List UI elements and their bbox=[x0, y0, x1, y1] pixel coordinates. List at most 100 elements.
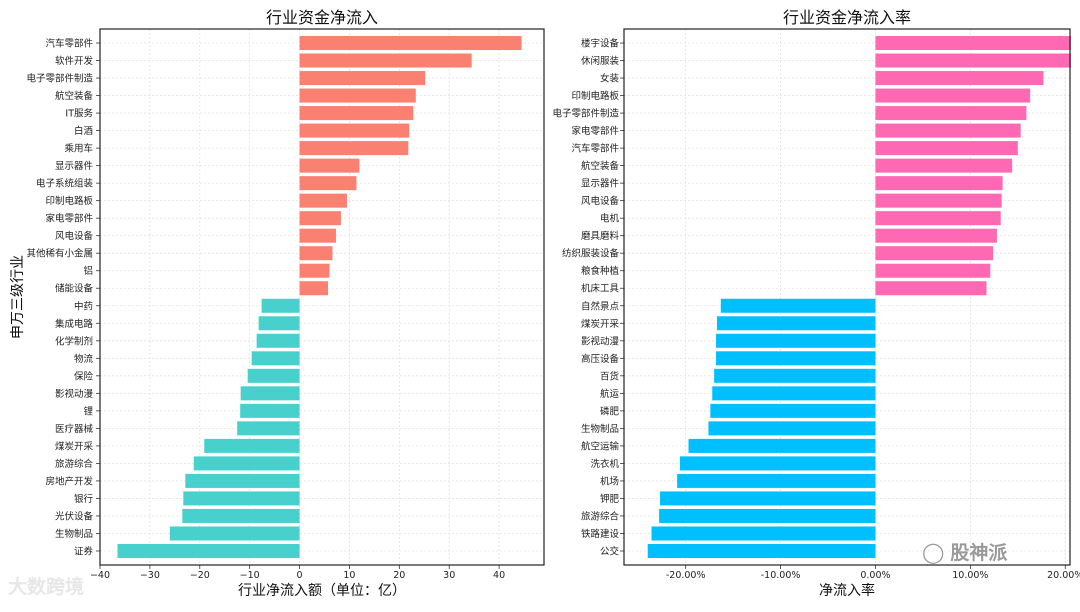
y-tick-label: 汽车零部件 bbox=[45, 38, 93, 50]
bar bbox=[875, 36, 1071, 51]
y-tick-label: 风电设备 bbox=[581, 195, 620, 207]
watermark-right: ◯ 股神派 bbox=[922, 538, 1007, 565]
bar bbox=[677, 473, 876, 488]
y-tick-label: 光伏设备 bbox=[55, 510, 94, 522]
bar bbox=[688, 438, 876, 453]
y-tick-label: 电子系统组装 bbox=[36, 178, 94, 190]
y-tick-label: 汽车零部件 bbox=[571, 143, 619, 155]
y-tick-label: 航运 bbox=[600, 388, 620, 400]
bar bbox=[712, 386, 876, 401]
y-tick-label: 生物制品 bbox=[55, 528, 93, 540]
bar bbox=[875, 281, 987, 296]
bar bbox=[875, 106, 1027, 121]
y-tick-label: 保险 bbox=[74, 370, 94, 382]
y-tick-label: 化学制剂 bbox=[55, 335, 93, 347]
bar bbox=[299, 53, 472, 68]
y-tick-label: 铁路建设 bbox=[581, 528, 620, 540]
y-tick-label: 印制电路板 bbox=[45, 195, 93, 207]
bar bbox=[185, 473, 300, 488]
y-tick-label: 铝 bbox=[83, 265, 93, 277]
y-tick-label: 自然景点 bbox=[581, 300, 620, 312]
bar bbox=[299, 228, 336, 243]
bar bbox=[237, 421, 300, 436]
bar bbox=[299, 123, 410, 138]
bar bbox=[875, 193, 1002, 208]
plot-frame bbox=[99, 28, 545, 566]
x-tick-label: 20 bbox=[393, 570, 405, 581]
x-tick-label: 40 bbox=[493, 570, 505, 581]
bar bbox=[875, 71, 1044, 86]
bar bbox=[716, 333, 876, 348]
bar bbox=[647, 543, 876, 558]
chart-title: 行业资金净流入率 bbox=[783, 8, 911, 27]
bar bbox=[256, 333, 300, 348]
x-tick-label: −10 bbox=[240, 570, 260, 581]
bar bbox=[714, 368, 876, 383]
y-tick-label: 家电零部件 bbox=[571, 125, 619, 137]
y-tick-label: 储能设备 bbox=[55, 283, 94, 295]
bar bbox=[299, 176, 357, 191]
y-tick-label: 休闲服装 bbox=[581, 55, 620, 67]
bar bbox=[875, 246, 994, 261]
y-tick-label: 影视动漫 bbox=[55, 388, 94, 400]
x-tick-label: 30 bbox=[443, 570, 455, 581]
bar bbox=[299, 211, 341, 226]
chart-2: 楼宇设备休闲服装女装印制电路板电子零部件制造家电零部件汽车零部件航空装备显示器件… bbox=[552, 8, 1080, 599]
plot-frame bbox=[623, 28, 1071, 566]
bar bbox=[875, 141, 1018, 156]
y-tick-label: 白酒 bbox=[74, 125, 94, 137]
bar bbox=[708, 421, 876, 436]
x-tick-label: -10.00% bbox=[761, 570, 801, 581]
y-tick-label: 航空装备 bbox=[55, 90, 94, 102]
bar bbox=[875, 123, 1021, 138]
bar bbox=[651, 526, 876, 541]
bar bbox=[299, 36, 522, 51]
y-tick-label: 机床工具 bbox=[581, 283, 620, 295]
y-axis-label: 申万三级行业 bbox=[10, 255, 26, 339]
y-tick-label: 楼宇设备 bbox=[581, 38, 620, 50]
bar bbox=[117, 543, 300, 558]
x-tick-label: 0.00% bbox=[860, 570, 890, 581]
x-tick-label: 10.00% bbox=[952, 570, 988, 581]
bar bbox=[716, 316, 876, 331]
y-tick-label: 机场 bbox=[600, 475, 619, 487]
bar bbox=[182, 508, 300, 523]
y-tick-label: 电子零部件制造 bbox=[26, 73, 93, 85]
bar bbox=[299, 106, 414, 121]
y-tick-label: 房地产开发 bbox=[45, 475, 93, 487]
y-tick-label: 证券 bbox=[74, 545, 94, 557]
bar bbox=[299, 158, 360, 173]
y-tick-label: 医疗器械 bbox=[55, 423, 94, 435]
bar bbox=[240, 403, 300, 418]
y-tick-label: 印制电路板 bbox=[571, 90, 619, 102]
bar bbox=[660, 491, 876, 506]
bar bbox=[875, 176, 1003, 191]
bar bbox=[299, 193, 347, 208]
y-tick-label: 磷肥 bbox=[600, 405, 620, 417]
x-tick-label: −40 bbox=[90, 570, 110, 581]
y-tick-label: 粮食种植 bbox=[581, 265, 620, 277]
bar bbox=[299, 246, 333, 261]
y-tick-label: 女装 bbox=[600, 73, 620, 85]
bar bbox=[875, 263, 991, 278]
bar bbox=[299, 71, 426, 86]
bar bbox=[710, 403, 876, 418]
y-tick-label: 家电零部件 bbox=[45, 213, 93, 225]
y-tick-label: 软件开发 bbox=[55, 55, 94, 67]
y-tick-label: 钾肥 bbox=[600, 493, 620, 505]
y-tick-label: 旅游综合 bbox=[55, 458, 94, 470]
y-tick-label: 航空装备 bbox=[581, 160, 620, 172]
watermark-left: 大数跨境 bbox=[8, 572, 84, 599]
y-tick-label: 洗衣机 bbox=[590, 458, 619, 470]
bar bbox=[679, 456, 876, 471]
y-tick-label: 风电设备 bbox=[55, 230, 94, 242]
bar bbox=[251, 351, 300, 366]
y-tick-label: 乘用车 bbox=[64, 143, 93, 155]
bar bbox=[183, 491, 300, 506]
y-tick-label: 纺织服装设备 bbox=[562, 248, 620, 260]
bar bbox=[299, 263, 330, 278]
bar bbox=[299, 141, 409, 156]
